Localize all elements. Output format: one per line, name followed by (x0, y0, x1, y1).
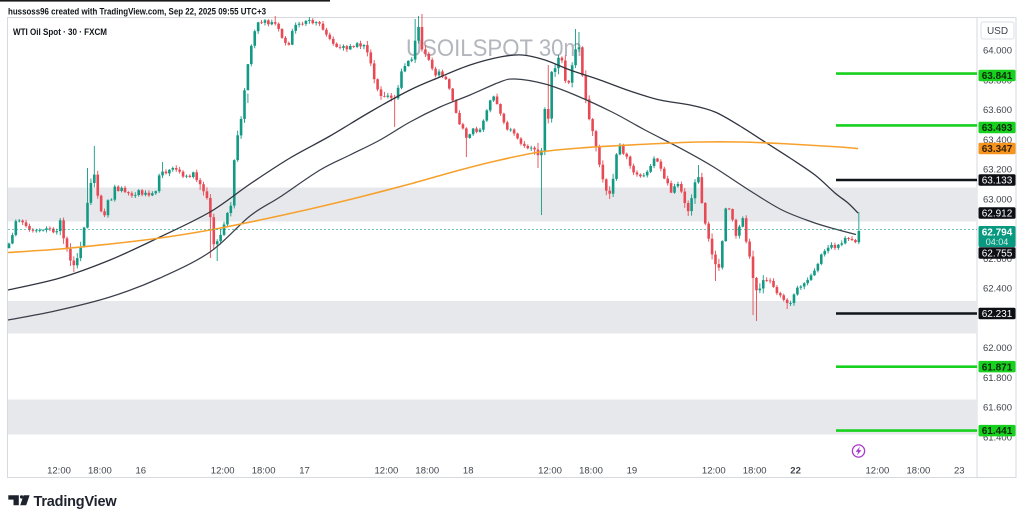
svg-text:hussoss96 created with Trading: hussoss96 created with TradingView.com, … (8, 7, 266, 17)
svg-text:63.133: 63.133 (982, 176, 1013, 187)
svg-text:16: 16 (136, 466, 147, 477)
svg-text:18: 18 (463, 466, 474, 477)
svg-text:63.347: 63.347 (982, 144, 1013, 155)
svg-text:04:04: 04:04 (986, 237, 1009, 247)
svg-text:62.912: 62.912 (982, 209, 1013, 220)
svg-text:USD: USD (987, 26, 1008, 37)
svg-text:17: 17 (299, 466, 310, 477)
svg-text:18:00: 18:00 (252, 466, 276, 477)
svg-text:12:00: 12:00 (47, 466, 71, 477)
svg-text:62.231: 62.231 (982, 309, 1013, 320)
svg-text:63.000: 63.000 (983, 194, 1012, 205)
svg-text:63.200: 63.200 (983, 165, 1012, 176)
svg-text:62.000: 62.000 (983, 343, 1012, 354)
svg-text:61.600: 61.600 (983, 403, 1012, 414)
svg-text:62.400: 62.400 (983, 284, 1012, 295)
svg-text:61.441: 61.441 (982, 426, 1013, 437)
svg-text:12:00: 12:00 (375, 466, 399, 477)
svg-text:61.871: 61.871 (982, 362, 1013, 373)
svg-text:18:00: 18:00 (907, 466, 931, 477)
svg-text:63.841: 63.841 (982, 71, 1013, 82)
svg-text:19: 19 (627, 466, 638, 477)
svg-text:12:00: 12:00 (702, 466, 726, 477)
svg-text:12:00: 12:00 (866, 466, 890, 477)
svg-text:22: 22 (790, 466, 801, 477)
svg-text:18:00: 18:00 (579, 466, 603, 477)
svg-text:18:00: 18:00 (88, 466, 112, 477)
svg-text:62.794: 62.794 (982, 227, 1013, 238)
svg-text:63.400: 63.400 (983, 135, 1012, 146)
svg-text:63.600: 63.600 (983, 105, 1012, 116)
svg-text:12:00: 12:00 (538, 466, 562, 477)
svg-text:TradingView: TradingView (34, 494, 118, 510)
svg-text:62.600: 62.600 (983, 254, 1012, 265)
svg-text:USOILSPOT 30m: USOILSPOT 30m (406, 35, 582, 62)
svg-text:23: 23 (954, 466, 965, 477)
svg-text:62.755: 62.755 (982, 249, 1013, 260)
svg-text:61.400: 61.400 (983, 432, 1012, 443)
svg-text:61.800: 61.800 (983, 373, 1012, 384)
svg-text:12:00: 12:00 (211, 466, 235, 477)
svg-text:63.493: 63.493 (982, 123, 1013, 134)
svg-text:18:00: 18:00 (415, 466, 439, 477)
svg-text:18:00: 18:00 (743, 466, 767, 477)
svg-text:64.000: 64.000 (983, 46, 1012, 57)
svg-text:WTI Oil Spot · 30 · FXCM: WTI Oil Spot · 30 · FXCM (13, 27, 107, 37)
